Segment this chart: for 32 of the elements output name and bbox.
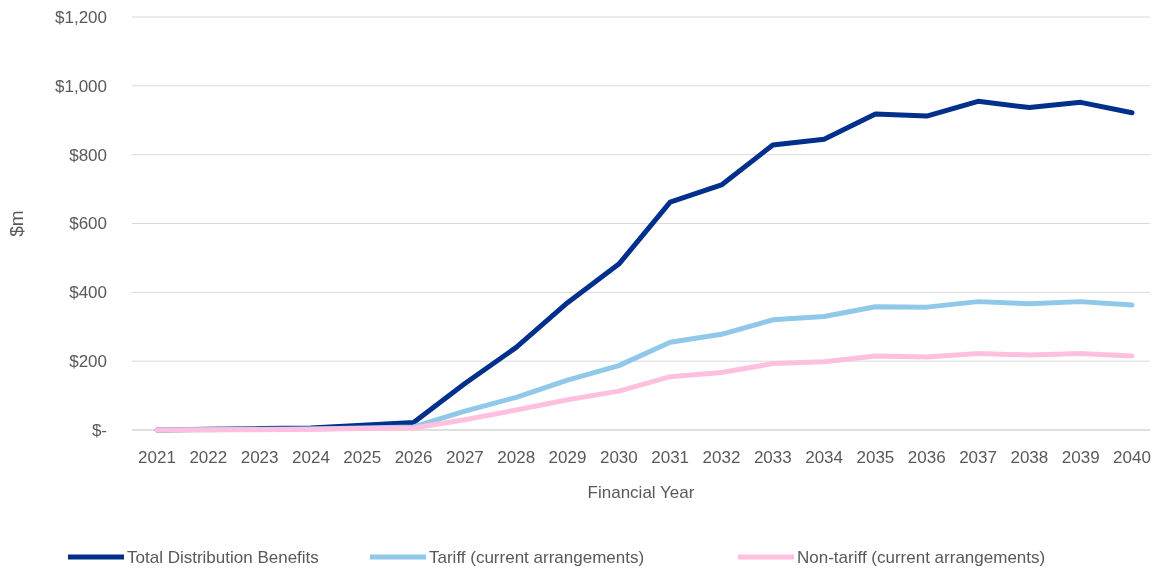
- y-tick-label: $1,000: [55, 76, 107, 96]
- x-tick-label: 2021: [138, 448, 176, 467]
- x-tick-label: 2038: [1010, 448, 1049, 467]
- x-tick-label: 2025: [343, 448, 382, 467]
- x-tick-label: 2024: [292, 448, 330, 467]
- legend-label: Total Distribution Benefits: [127, 547, 319, 567]
- x-tick-label: 2034: [805, 448, 844, 467]
- y-tick-label: $1,200: [55, 7, 107, 27]
- y-axis-title: $m: [6, 210, 27, 237]
- y-tick-label: $200: [69, 352, 107, 372]
- x-tick-label: 2026: [394, 448, 433, 467]
- x-tick-label: 2040: [1113, 448, 1151, 467]
- x-tick-label: 2030: [599, 448, 638, 467]
- x-tick-label: 2033: [753, 448, 792, 467]
- x-tick-label: 2037: [959, 448, 997, 467]
- y-tick-label: $400: [69, 283, 107, 303]
- x-axis-title: Financial Year: [587, 483, 695, 502]
- x-tick-label: 2028: [497, 448, 536, 467]
- y-tick-label: $600: [69, 214, 107, 234]
- y-tick-label: $800: [69, 145, 107, 165]
- x-tick-label: 2023: [240, 448, 279, 467]
- x-tick-label: 2039: [1061, 448, 1100, 467]
- x-tick-label: 2036: [907, 448, 946, 467]
- x-tick-label: 2031: [651, 448, 690, 467]
- x-tick-label: 2027: [445, 448, 484, 467]
- y-tick-label: $-: [91, 420, 107, 440]
- legend-label: Non-tariff (current arrangements): [797, 547, 1046, 567]
- x-tick-label: 2022: [189, 448, 228, 467]
- legend-label: Tariff (current arrangements): [429, 547, 645, 567]
- x-tick-label: 2032: [702, 448, 741, 467]
- x-tick-label: 2035: [856, 448, 895, 467]
- x-tick-label: 2029: [548, 448, 587, 467]
